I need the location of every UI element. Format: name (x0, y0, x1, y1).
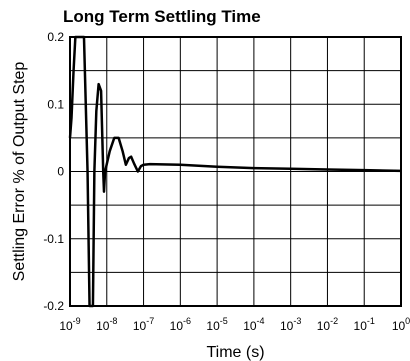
y-tick-label-3: -0.1 (43, 232, 64, 246)
grid (69, 36, 402, 307)
y-tick-label-0: 0.2 (47, 30, 64, 44)
plot-frame (69, 36, 402, 307)
y-tick-label-4: -0.2 (43, 299, 64, 313)
x-tick-label-4: 10-5 (206, 316, 227, 333)
x-tick-labels: 10-9 10-8 10-7 10-6 10-5 10-4 10-3 10-2 10-1 100 (59, 316, 410, 333)
x-tick-label-5: 10-4 (243, 316, 264, 333)
x-tick-label-6: 10-3 (280, 316, 301, 333)
y-tick-label-2: 0 (57, 165, 64, 179)
x-tick-label-2: 10-7 (133, 316, 154, 333)
y-axis-label: Settling Error % of Output Step (11, 62, 28, 282)
x-tick-label-1: 10-8 (96, 316, 117, 333)
series-line-0 (68, 35, 402, 308)
x-tick-label-8: 10-1 (354, 316, 375, 333)
x-tick-label-0: 10-9 (59, 316, 80, 333)
x-axis-label: Time (s) (206, 344, 264, 361)
x-tick-label-3: 10-6 (170, 316, 191, 333)
y-tick-label-1: 0.1 (47, 97, 64, 111)
chart-title: Long Term Settling Time (63, 7, 261, 26)
series-layer (68, 35, 402, 308)
x-tick-label-7: 10-2 (317, 316, 338, 333)
y-tick-labels: 0.2 0.1 0 -0.1 -0.2 (43, 30, 64, 313)
x-tick-label-9: 100 (392, 316, 410, 333)
